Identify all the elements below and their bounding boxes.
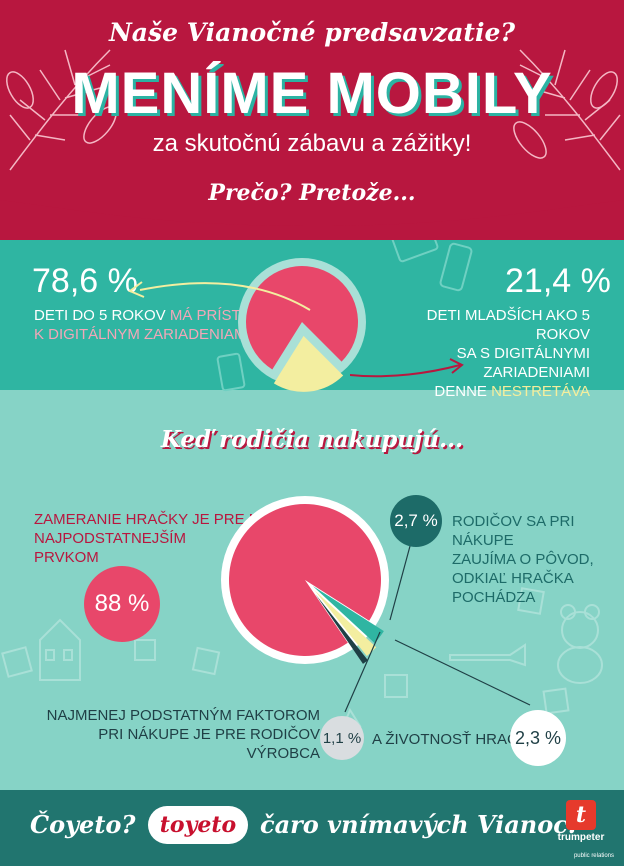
pie2-slice-focus [228, 504, 381, 657]
stat-left-line2: k digitálnym zariadeniam [34, 326, 247, 343]
origin-value: 2,7 % [394, 511, 438, 530]
toyeto-logo: toyeto [148, 806, 248, 844]
footer-question: Čoyeto? [30, 810, 136, 839]
origin-line2: zaujíma o pôvod, [452, 551, 594, 568]
durability-value: 2,3 % [514, 727, 562, 748]
arrow-right-icon [350, 358, 464, 378]
pie2-slice-durability [314, 590, 377, 657]
trumpeter-sub: public relations [573, 853, 614, 859]
durability-badge: 2,3 % [510, 710, 566, 766]
header-curve [0, 190, 624, 226]
shopping-factors-pie-chart [221, 496, 389, 664]
trumpeter-logo: t trumpeter public relations [548, 800, 614, 860]
stat-left-value: 78,6 % [32, 262, 138, 300]
pie1-slice-access [246, 266, 359, 370]
pie1-slice-no-access [273, 335, 344, 392]
stat-right-line3: denne [434, 383, 492, 400]
trumpeter-name: trumpeter [557, 832, 605, 843]
stat-right-label: Deti mladších ako 5 rokov sa s digitálny… [385, 306, 590, 401]
stat-right-value: 21,4 % [505, 262, 611, 300]
maker-badge: 1,1 % [320, 716, 364, 760]
page-title: MENÍME MOBILY [71, 61, 553, 126]
maker-value: 1,1 % [322, 729, 362, 747]
shopping-heading: Keď rodičia nakupujú... [160, 426, 464, 453]
stat-left-line1: Deti do 5 rokov [34, 307, 170, 324]
least-factor-line2: pri nákupe je pre rodičov výrobca [98, 726, 320, 762]
main-factor-label: zameranie hračky je pre nich najpodstatn… [34, 510, 285, 567]
decorative-toys-icon [1, 587, 603, 732]
stat-left-label: Deti do 5 rokov má prístup k digitálnym … [34, 306, 262, 344]
tagline: Naše Vianočné predsavzatie? [108, 18, 516, 47]
durability-label: a životnosť hračky [372, 731, 538, 748]
origin-line3: odkiaľ hračka [452, 570, 574, 587]
main-factor-line3: prvkom [34, 549, 99, 566]
origin-badge: 2,7 % [390, 495, 442, 547]
pine-branch-right-icon [513, 49, 621, 171]
origin-label: rodičov sa pri nákupe zaujíma o pôvod, o… [452, 512, 624, 607]
least-factor-label: Najmenej podstatným faktorom pri nákupe … [30, 706, 320, 763]
pie2-slice-maker [315, 594, 368, 664]
footer-slogan: čaro vnímavých Vianoc! [260, 810, 579, 839]
main-factor-line1: zameranie hračky je pre nich [34, 511, 286, 528]
origin-line4: pochádza [452, 589, 536, 606]
main-factor-badge: 88 % [84, 566, 160, 642]
why-heading: Prečo? Pretože... [208, 180, 416, 206]
stat-right-line2: sa s digitálnymi zariadeniami [456, 345, 590, 381]
page-subtitle: za skutočnú zábavu a zážitky! [152, 130, 472, 157]
trumpeter-mark: t [566, 800, 596, 830]
pine-branch-left-icon [6, 49, 117, 171]
stat-right-line1: Deti mladších ako 5 rokov [426, 307, 590, 343]
arrow-left-icon [128, 281, 311, 311]
main-factor-value: 88 % [94, 590, 150, 617]
least-factor-line1: Najmenej podstatným faktorom [46, 707, 320, 724]
stat-right-highlight: nestretáva [491, 383, 590, 400]
pie2-slice-origin [312, 586, 384, 644]
device-access-pie-chart [238, 258, 366, 392]
main-factor-line2: najpodstatnejším [34, 530, 186, 547]
origin-line1: rodičov sa pri nákupe [452, 513, 575, 549]
toyeto-logo-text: toyeto [159, 812, 237, 838]
footer [0, 790, 624, 866]
